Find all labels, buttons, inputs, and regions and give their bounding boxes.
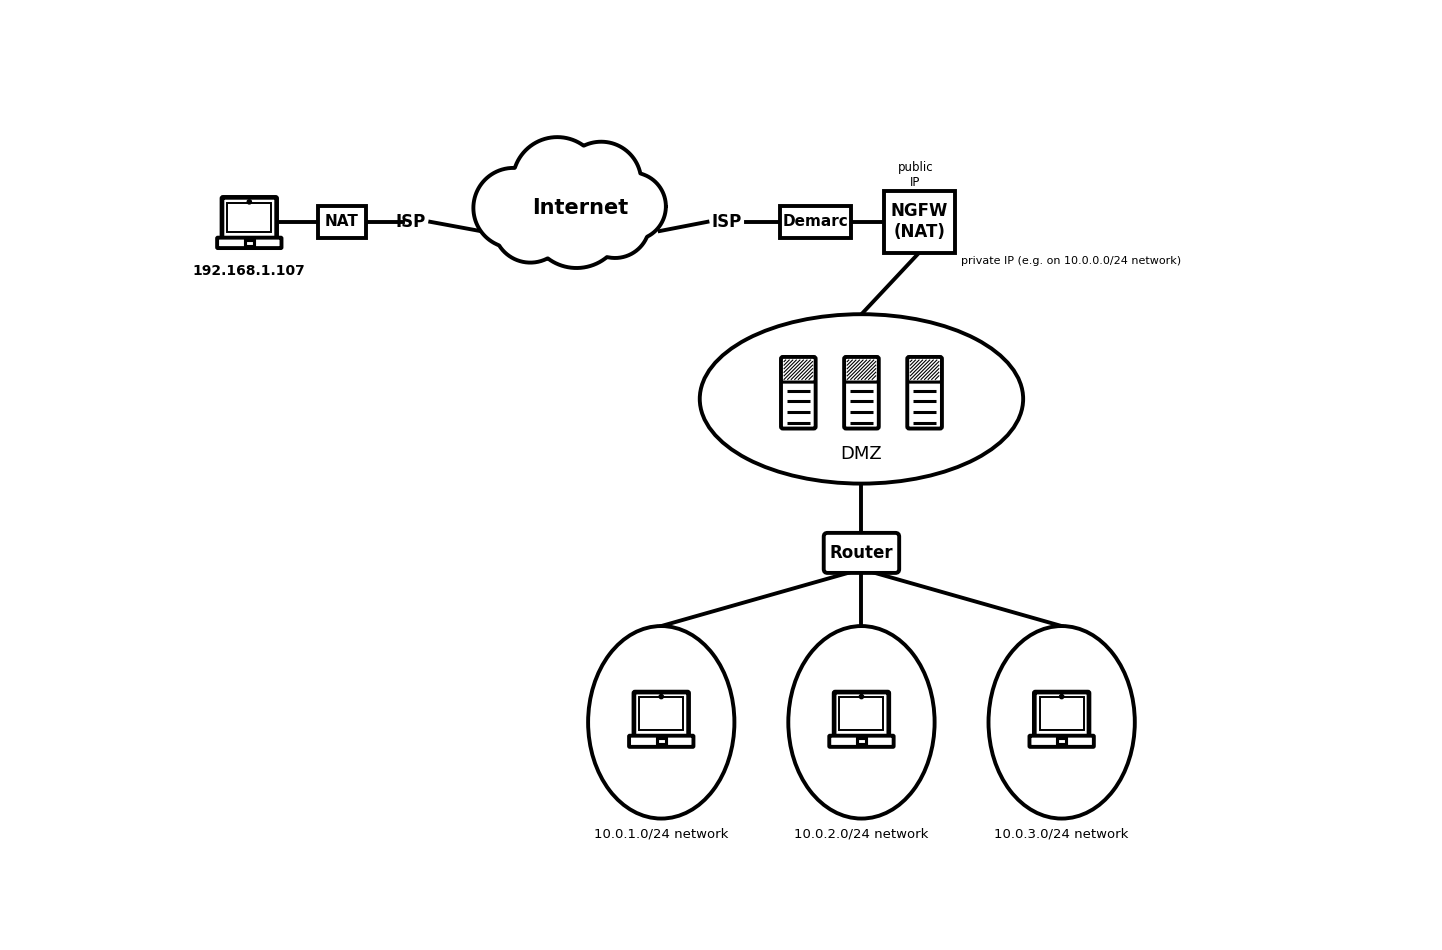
FancyBboxPatch shape (629, 735, 694, 747)
Text: NAT: NAT (324, 215, 359, 229)
FancyBboxPatch shape (780, 205, 851, 238)
FancyBboxPatch shape (218, 238, 281, 248)
Circle shape (529, 173, 624, 268)
FancyBboxPatch shape (222, 198, 277, 239)
FancyBboxPatch shape (228, 202, 271, 232)
FancyBboxPatch shape (823, 533, 900, 573)
Circle shape (493, 189, 567, 262)
FancyBboxPatch shape (844, 357, 878, 428)
Text: 10.0.2.0/24 network: 10.0.2.0/24 network (795, 827, 929, 841)
Ellipse shape (699, 314, 1024, 484)
Text: private IP (e.g. on 10.0.0.0/24 network): private IP (e.g. on 10.0.0.0/24 network) (960, 256, 1181, 266)
FancyBboxPatch shape (245, 240, 254, 245)
Ellipse shape (789, 626, 934, 819)
Circle shape (561, 142, 642, 221)
Circle shape (247, 200, 251, 204)
Circle shape (513, 137, 601, 226)
FancyBboxPatch shape (1040, 697, 1083, 731)
FancyBboxPatch shape (839, 697, 884, 731)
Text: 10.0.1.0/24 network: 10.0.1.0/24 network (594, 827, 728, 841)
Text: public
IP: public IP (897, 162, 933, 189)
Text: Router: Router (829, 544, 893, 561)
FancyBboxPatch shape (639, 697, 684, 731)
Circle shape (659, 694, 663, 698)
FancyBboxPatch shape (1034, 692, 1089, 737)
FancyBboxPatch shape (656, 738, 666, 744)
Ellipse shape (989, 626, 1135, 819)
Text: 10.0.3.0/24 network: 10.0.3.0/24 network (995, 827, 1129, 841)
FancyBboxPatch shape (1030, 735, 1094, 747)
FancyBboxPatch shape (884, 191, 955, 253)
Circle shape (473, 168, 554, 248)
FancyBboxPatch shape (634, 692, 689, 737)
FancyBboxPatch shape (317, 205, 366, 238)
FancyBboxPatch shape (907, 357, 942, 382)
FancyBboxPatch shape (857, 738, 867, 744)
Text: DMZ: DMZ (841, 446, 883, 464)
Circle shape (580, 189, 650, 258)
Circle shape (859, 694, 864, 698)
Text: NGFW
(NAT): NGFW (NAT) (891, 202, 947, 241)
Text: ISP: ISP (711, 213, 741, 231)
Circle shape (1060, 694, 1064, 698)
Text: Internet: Internet (532, 198, 629, 218)
FancyBboxPatch shape (845, 357, 878, 382)
Text: 192.168.1.107: 192.168.1.107 (193, 264, 306, 278)
FancyBboxPatch shape (1057, 738, 1067, 744)
Text: Demarc: Demarc (783, 215, 848, 229)
Ellipse shape (588, 626, 734, 819)
Circle shape (598, 173, 666, 240)
FancyBboxPatch shape (782, 357, 816, 428)
FancyBboxPatch shape (782, 357, 815, 382)
FancyBboxPatch shape (829, 735, 894, 747)
FancyBboxPatch shape (833, 692, 888, 737)
FancyBboxPatch shape (907, 357, 942, 428)
Text: ISP: ISP (397, 213, 427, 231)
